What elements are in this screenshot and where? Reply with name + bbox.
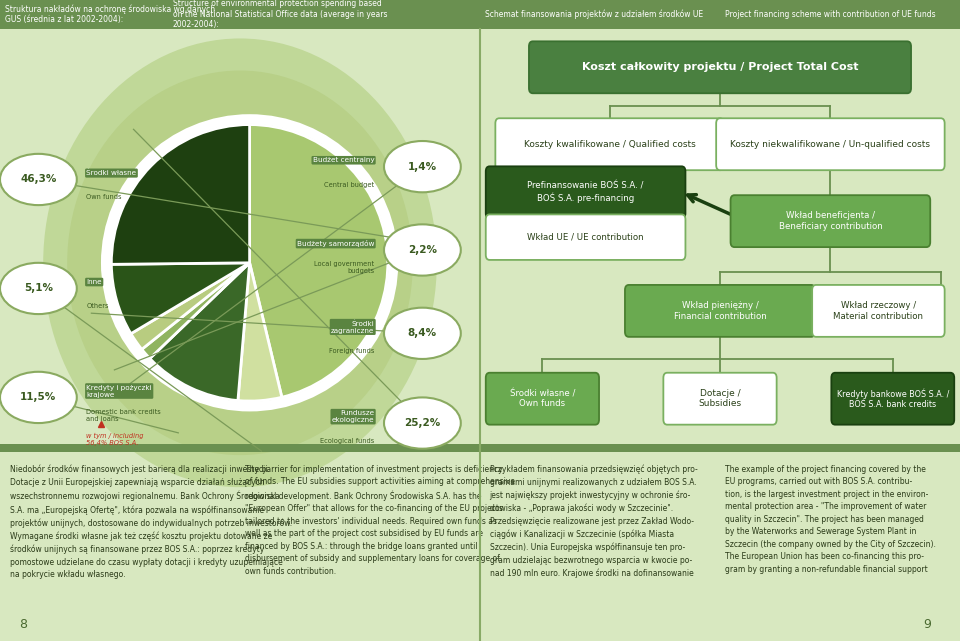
- Text: Wkład pieniężny /
Financial contribution: Wkład pieniężny / Financial contribution: [674, 301, 766, 320]
- FancyBboxPatch shape: [663, 372, 777, 424]
- Text: 25,2%: 25,2%: [404, 418, 441, 428]
- Bar: [480, 0, 960, 29]
- Text: Foreign funds: Foreign funds: [329, 348, 374, 354]
- Bar: [0, 0, 480, 29]
- FancyBboxPatch shape: [486, 372, 599, 424]
- Circle shape: [384, 224, 461, 276]
- Text: 5,1%: 5,1%: [24, 283, 53, 294]
- FancyBboxPatch shape: [716, 118, 945, 170]
- Wedge shape: [111, 263, 250, 334]
- Text: Wkład beneficjenta /
Beneficiary contribution: Wkład beneficjenta / Beneficiary contrib…: [779, 212, 882, 231]
- Text: Budżety samorządów: Budżety samorządów: [297, 240, 374, 247]
- Circle shape: [0, 263, 77, 314]
- Text: 46,3%: 46,3%: [20, 174, 57, 185]
- Text: 1,4%: 1,4%: [408, 162, 437, 172]
- Text: Central budget: Central budget: [324, 181, 374, 188]
- Text: Środki
zagraniczne: Środki zagraniczne: [331, 320, 374, 334]
- Wedge shape: [250, 124, 388, 397]
- Text: Prefinansowanie BOŚ S.A. /
BOŚ S.A. pre-financing: Prefinansowanie BOŚ S.A. / BOŚ S.A. pre-…: [527, 181, 644, 203]
- Text: Wkład UE / UE contribution: Wkład UE / UE contribution: [527, 233, 644, 242]
- Wedge shape: [238, 263, 282, 401]
- Circle shape: [384, 141, 461, 192]
- Wedge shape: [111, 124, 250, 264]
- Text: Kredyty i pożyczki
krajowe: Kredyty i pożyczki krajowe: [86, 385, 152, 397]
- Text: Inne: Inne: [86, 279, 102, 285]
- Text: The example of the project financing covered by the
EU programs, carried out wit: The example of the project financing cov…: [725, 465, 936, 574]
- Text: 11,5%: 11,5%: [20, 392, 57, 403]
- Wedge shape: [150, 263, 250, 401]
- Text: Budżet centralny: Budżet centralny: [313, 157, 374, 163]
- Text: Fundusze
ekologiczne: Fundusze ekologiczne: [332, 410, 374, 423]
- Text: Środki własne /
Own funds: Środki własne / Own funds: [510, 389, 575, 408]
- Text: 9: 9: [924, 619, 931, 631]
- Text: Schemat finansowania projektów z udziałem środków UE: Schemat finansowania projektów z udziałe…: [485, 10, 703, 19]
- Text: Środki własne: Środki własne: [86, 170, 136, 176]
- Text: 2,2%: 2,2%: [408, 245, 437, 255]
- Circle shape: [384, 308, 461, 359]
- Ellipse shape: [43, 38, 437, 487]
- Text: The barrier for implementation of investment projects is deficiency
of funds. Th: The barrier for implementation of invest…: [245, 465, 515, 576]
- FancyBboxPatch shape: [831, 372, 954, 424]
- Text: Kredyty bankowe BOŚ S.A. /
BOŚ S.A. bank credits: Kredyty bankowe BOŚ S.A. / BOŚ S.A. bank…: [836, 388, 949, 409]
- Wedge shape: [142, 263, 250, 358]
- Text: Niedobór środków finansowych jest barierą dla realizacji inwestycji.
Dotacje z U: Niedobór środków finansowych jest barier…: [10, 465, 292, 579]
- FancyBboxPatch shape: [731, 195, 930, 247]
- FancyBboxPatch shape: [495, 118, 724, 170]
- Text: 8: 8: [19, 619, 27, 631]
- Wedge shape: [131, 263, 250, 349]
- Text: Own funds: Own funds: [86, 194, 122, 201]
- Text: Domestic bank credits
and loans: Domestic bank credits and loans: [86, 409, 161, 422]
- Text: Wkład rzeczowy /
Material contribution: Wkład rzeczowy / Material contribution: [833, 301, 924, 320]
- FancyBboxPatch shape: [625, 285, 815, 337]
- Text: Project financing scheme with contribution of UE funds: Project financing scheme with contributi…: [725, 10, 935, 19]
- Circle shape: [0, 154, 77, 205]
- Text: 8,4%: 8,4%: [408, 328, 437, 338]
- Text: Structure of environmental protection spending based
on the National Statistical: Structure of environmental protection sp…: [173, 0, 387, 29]
- Text: Koszt całkowity projektu / Project Total Cost: Koszt całkowity projektu / Project Total…: [582, 62, 858, 72]
- Bar: [0, 444, 480, 452]
- Bar: [480, 444, 960, 452]
- FancyBboxPatch shape: [812, 285, 945, 337]
- Text: Ecological funds: Ecological funds: [320, 438, 374, 444]
- Text: Local government
budgets: Local government budgets: [314, 262, 374, 274]
- Text: w tym / including
56,4% BOS S.A.: w tym / including 56,4% BOS S.A.: [86, 433, 144, 445]
- Text: Struktura nakładów na ochronę środowiska wg danych
GUS (średnia z lat 2002-2004): Struktura nakładów na ochronę środowiska…: [5, 4, 215, 24]
- Text: Przykładem finansowania przedsięwzięć objętych pro-
gramami unijnymi realizowany: Przykładem finansowania przedsięwzięć ob…: [490, 465, 697, 578]
- Circle shape: [0, 372, 77, 423]
- Text: Dotacje /
Subsidies: Dotacje / Subsidies: [699, 389, 741, 408]
- Text: Others: Others: [86, 303, 108, 310]
- FancyBboxPatch shape: [486, 214, 685, 260]
- Circle shape: [384, 397, 461, 449]
- FancyBboxPatch shape: [486, 167, 685, 218]
- Ellipse shape: [67, 71, 413, 455]
- Text: Koszty niekwalifikowane / Un-qualified costs: Koszty niekwalifikowane / Un-qualified c…: [731, 140, 930, 149]
- Text: Koszty kwalifikowane / Qualified costs: Koszty kwalifikowane / Qualified costs: [524, 140, 695, 149]
- FancyBboxPatch shape: [529, 41, 911, 93]
